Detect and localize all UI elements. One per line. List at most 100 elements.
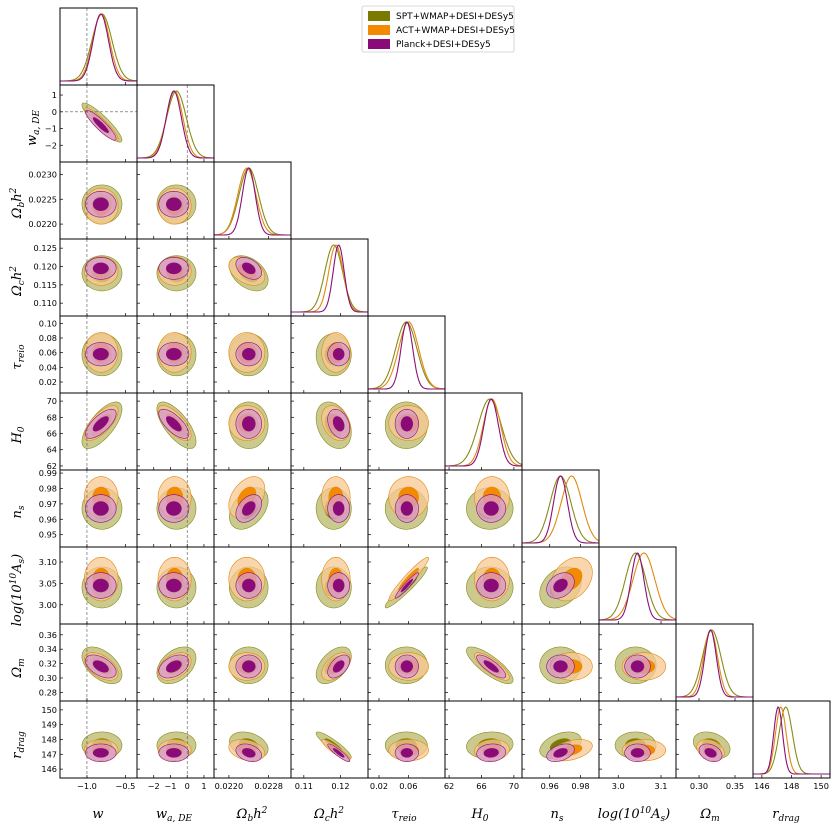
marginal-tau-2	[368, 321, 445, 390]
contour-wa-tau-2-1sigma	[166, 348, 182, 361]
ytick-och2: 0.110	[34, 298, 57, 308]
marginal-ns-1	[522, 475, 599, 544]
contour-w-rdrag-2-1sigma	[92, 748, 109, 758]
ytick-rdrag: 146	[41, 764, 57, 774]
contour-obh2-rdrag-2-1sigma	[242, 748, 256, 758]
contour-tau-ns-2-1sigma	[400, 501, 413, 516]
contour-ns-logAs-2-1sigma	[553, 578, 568, 593]
contour-tau-H0-2-1sigma	[400, 416, 413, 432]
marginal-w-0	[60, 13, 137, 82]
contour-tau-rdrag-2-1sigma	[400, 748, 413, 758]
ytick-H0: 66	[47, 429, 57, 439]
marginal-tau-1	[368, 321, 445, 390]
contour-H0-Om-2-1sigma	[483, 660, 499, 673]
ytick-H0: 62	[47, 461, 57, 471]
contour-obh2-logAs-2-1sigma	[241, 578, 256, 593]
xlabel-och2: Ωch2	[313, 806, 344, 824]
panel-frame-ns-ns	[521, 469, 600, 548]
ytick-ns: 0.95	[39, 530, 57, 540]
panel-frame-wa-wa	[136, 84, 215, 163]
xtick-wa: 1	[201, 781, 206, 791]
marginal-och2-2	[291, 244, 368, 313]
contour-tau-Om-2-1sigma	[400, 660, 413, 673]
contour-w-Om-2-1sigma	[92, 660, 109, 673]
ytick-wa: −1	[45, 124, 57, 134]
xtick-ns: 0.98	[571, 781, 589, 791]
legend-label-spt: SPT+WMAP+DESI+DESy5	[396, 12, 514, 22]
ytick-obh2: 0.0230	[28, 169, 57, 179]
ytick-och2: 0.125	[34, 243, 57, 253]
marginal-och2-1	[291, 244, 368, 313]
ytick-H0: 68	[47, 412, 57, 422]
contour-obh2-tau-2-1sigma	[241, 348, 256, 361]
marginal-obh2-2	[214, 167, 291, 236]
xtick-wa: 0	[185, 781, 190, 791]
xlabel-H0: H0	[470, 807, 488, 824]
marginal-tau-0	[368, 321, 445, 390]
contour-tau-logAs-2-1sigma	[400, 578, 413, 593]
ylabel-obh2: Ωbh2	[9, 187, 27, 219]
ytick-ns: 0.97	[39, 499, 57, 509]
panel-frames	[59, 7, 831, 779]
ytick-logAs: 3.05	[39, 578, 57, 588]
ytick-rdrag: 148	[41, 735, 57, 745]
xtick-H0: 66	[476, 781, 486, 791]
contour-Om-rdrag-2-1sigma	[704, 748, 717, 758]
contour-wa-och2-2-1sigma	[166, 262, 182, 275]
legend-label-planck: Planck+DESI+DESy5	[396, 40, 491, 50]
marginal-Om-2	[676, 629, 753, 698]
ytick-wa: 0	[52, 107, 57, 117]
ytick-och2: 0.115	[34, 280, 57, 290]
ylabel-wa: wa, DE	[25, 110, 42, 146]
xtick-logAs: 3.1	[655, 781, 668, 791]
ytick-obh2: 0.0220	[28, 219, 57, 229]
xtick-wa: −2	[148, 781, 160, 791]
contour-H0-rdrag-2-1sigma	[483, 748, 499, 758]
panel-frame-Om-Om	[675, 623, 754, 702]
contour-obh2-Om-2-1sigma	[241, 660, 256, 673]
contour-wa-rdrag-2-1sigma	[166, 748, 182, 758]
ytick-H0: 70	[47, 396, 57, 406]
marginal-logAs-0	[599, 552, 676, 621]
xtick-H0: 62	[444, 781, 454, 791]
marginal-logAs-1	[599, 552, 676, 621]
legend-label-act: ACT+WMAP+DESI+DESy5	[396, 26, 515, 36]
contour-w-wa-2-1sigma	[92, 117, 109, 133]
ytick-wa: −2	[45, 140, 57, 150]
contour-och2-tau-2-1sigma	[332, 348, 345, 361]
marginal-w-1	[60, 13, 137, 82]
ylabel-och2: Ωch2	[9, 266, 27, 297]
contour-wa-obh2-2-1sigma	[166, 197, 182, 212]
contour-wa-ns-2-1sigma	[166, 501, 182, 516]
xlabel-tau: τreio	[391, 807, 417, 824]
marginal-logAs-2	[599, 552, 676, 621]
marginal-w-2	[60, 13, 137, 82]
legend: SPT+WMAP+DESI+DESy5 ACT+WMAP+DESI+DESy5 …	[361, 5, 515, 53]
contour-och2-ns-2-1sigma	[332, 501, 345, 516]
ylabel-H0: H0	[10, 426, 27, 444]
ylabel-logAs: log(1010As)	[9, 554, 27, 626]
xtick-w: −0.5	[116, 781, 136, 791]
xtick-tau: 0.02	[370, 781, 388, 791]
contour-wa-Om-2-1sigma	[166, 660, 182, 673]
xlabel-rdrag: rdrag	[772, 807, 800, 824]
xtick-obh2: 0.0220	[215, 781, 244, 791]
ylabel-tau: τreio	[10, 344, 27, 370]
legend-swatch-spt	[368, 11, 390, 21]
marginal-och2-0	[291, 244, 368, 313]
panel-frame-och2-och2	[290, 238, 369, 317]
xtick-och2: 0.11	[295, 781, 313, 791]
xtick-ns: 0.96	[541, 781, 559, 791]
xtick-och2: 0.12	[331, 781, 349, 791]
contour-w-och2-2-1sigma	[92, 262, 109, 275]
marginal-wa-1	[137, 90, 214, 159]
xlabel-logAs: log(1010As)	[598, 806, 670, 824]
ytick-Om: 0.32	[39, 659, 57, 669]
marginal-Om-0	[676, 629, 753, 698]
ytick-och2: 0.120	[34, 262, 57, 272]
marginal-wa-2	[137, 90, 214, 159]
contour-och2-H0-2-1sigma	[332, 416, 345, 432]
xlabel-obh2: Ωbh2	[236, 806, 268, 824]
contour-w-H0-2-1sigma	[92, 416, 109, 432]
ytick-rdrag: 150	[41, 705, 57, 715]
